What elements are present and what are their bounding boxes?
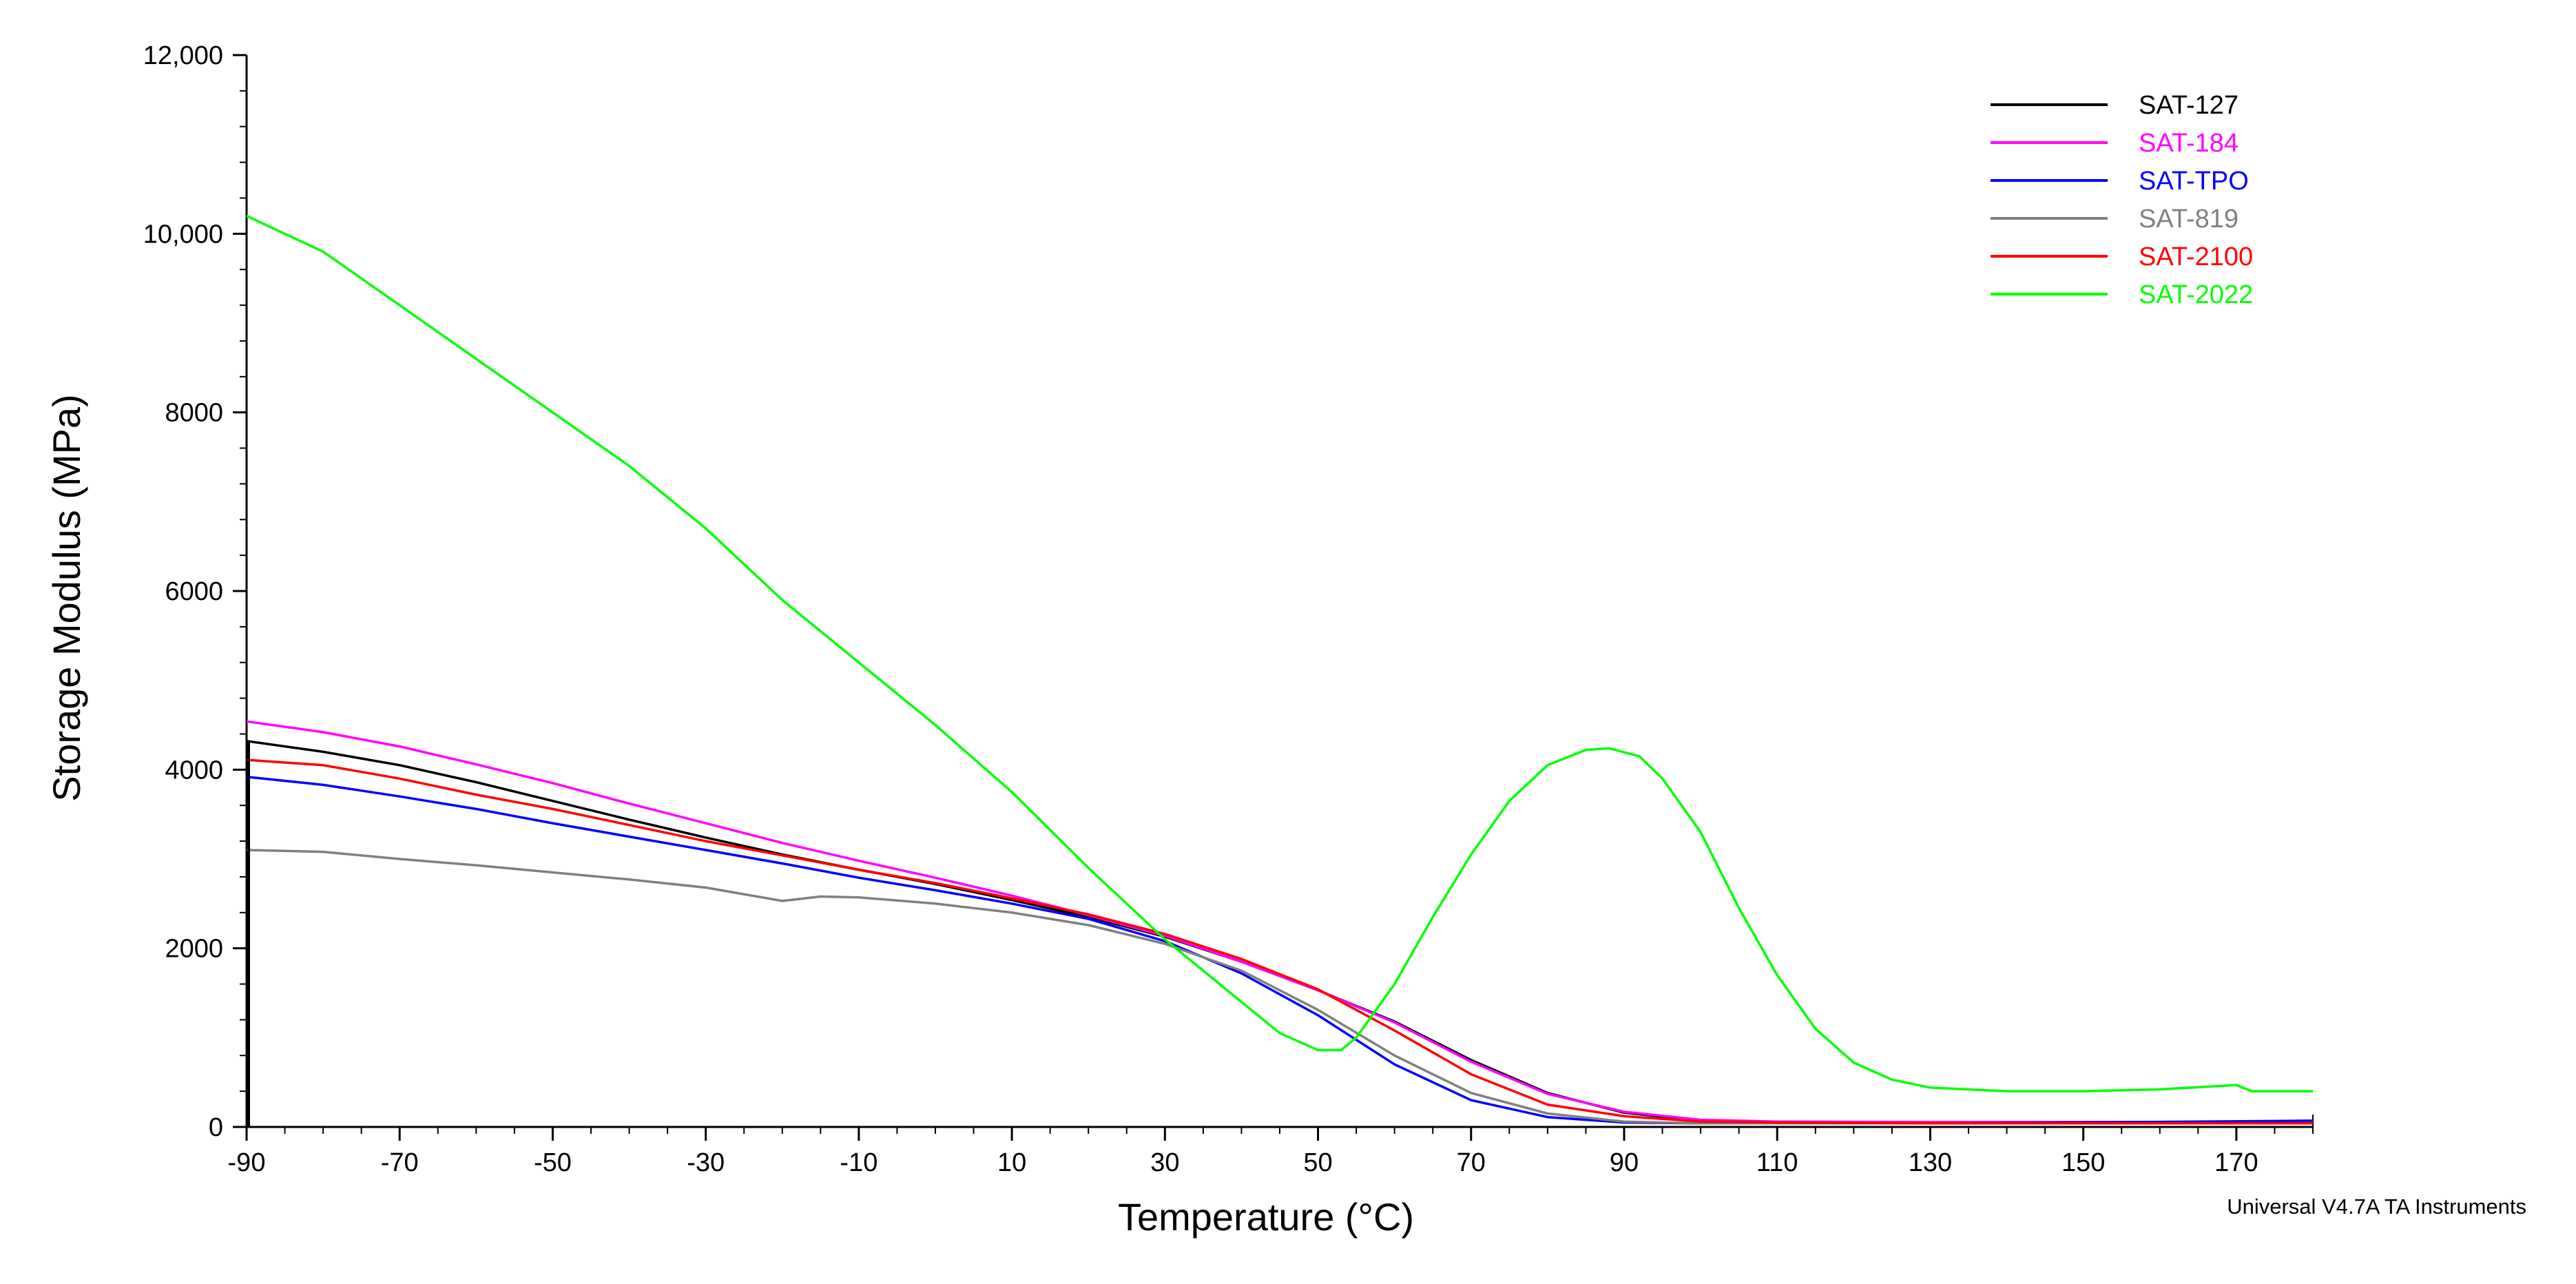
x-tick-label: 90 — [1610, 1148, 1639, 1177]
y-tick-label: 10,000 — [143, 220, 223, 249]
x-tick-label: -30 — [687, 1148, 725, 1177]
x-tick-label: 110 — [1756, 1148, 1798, 1177]
y-axis-title: Storage Modulus (MPa) — [45, 394, 88, 801]
x-axis-title: Temperature (°C) — [1118, 1195, 1414, 1239]
legend-label: SAT-819 — [2139, 205, 2239, 234]
y-tick-label: 0 — [209, 1113, 223, 1142]
x-tick-label: -10 — [840, 1148, 877, 1177]
series-line-sat-127 — [247, 741, 2313, 1124]
legend-label: SAT-2022 — [2139, 280, 2253, 309]
x-tick-label: 130 — [1909, 1148, 1952, 1177]
x-tick-label: 150 — [2061, 1148, 2105, 1177]
legend: SAT-127 SAT-184 SAT-TPO SAT-819 SAT-2100 SAT-… — [1991, 91, 2253, 309]
series-line-sat-2100 — [247, 760, 2313, 1124]
y-tick-label: 4000 — [165, 756, 223, 785]
x-tick-label: -90 — [228, 1148, 266, 1177]
x-tick-label: -70 — [381, 1148, 419, 1177]
x-tick-label: 50 — [1303, 1148, 1332, 1177]
y-tick-label: 8000 — [165, 399, 223, 428]
series-group — [247, 216, 2313, 1127]
y-ticks: 0 2000 4000 6000 8000 10,000 12,000 — [143, 41, 247, 1142]
x-ticks: -90 -70 -50 -30 -10 10 30 50 70 90 110 130 150 170 — [228, 1127, 2313, 1177]
series-line-sat-819 — [247, 850, 2313, 1124]
legend-label: SAT-184 — [2139, 129, 2239, 158]
legend-label: SAT-127 — [2139, 91, 2239, 120]
x-tick-label: -50 — [534, 1148, 572, 1177]
x-tick-label: 170 — [2214, 1148, 2258, 1177]
chart-canvas: 0200040006000800010,00012,000 -90 -70 -50-… — [0, 0, 2576, 1284]
y-tick-label: 2000 — [165, 935, 223, 964]
series-line-sat-184 — [247, 721, 2313, 1122]
x-tick-label: 70 — [1457, 1148, 1486, 1177]
footer-credit: Universal V4.7A TA Instruments — [2227, 1194, 2526, 1219]
x-tick-label: 30 — [1150, 1148, 1179, 1177]
series-line-sat-2022 — [247, 216, 2313, 1091]
legend-label: SAT-TPO — [2139, 167, 2249, 196]
legend-label: SAT-2100 — [2139, 242, 2253, 271]
y-tick-label: 12,000 — [143, 41, 223, 70]
x-tick-label: 10 — [997, 1148, 1026, 1177]
y-tick-label: 6000 — [165, 577, 223, 606]
series-line-sat-tpo — [247, 777, 2313, 1124]
